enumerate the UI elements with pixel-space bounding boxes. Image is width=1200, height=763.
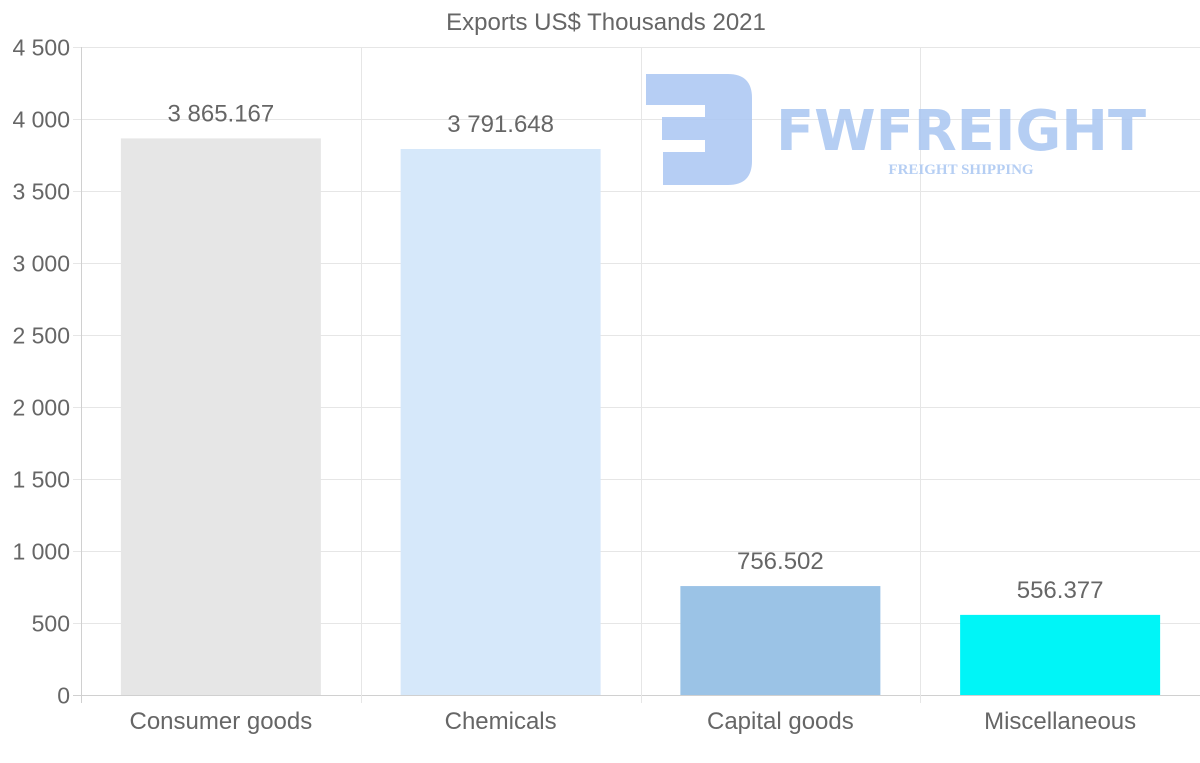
y-tick-label: 2 500: [12, 323, 70, 349]
y-tick-label: 3 000: [12, 251, 70, 277]
y-tick-label: 1 000: [12, 539, 70, 565]
bars: [120, 138, 1161, 695]
y-tick-label: 4 000: [12, 107, 70, 133]
bar: [120, 138, 321, 695]
y-tick-label: 3 500: [12, 179, 70, 205]
y-tick-label: 2 000: [12, 395, 70, 421]
bar: [680, 586, 881, 695]
logo-wordmark: FWFREIGHT: [776, 99, 1146, 164]
data-label: 3 865.167: [167, 100, 274, 127]
x-tick-label: Chemicals: [445, 708, 557, 735]
x-tick-label: Consumer goods: [129, 708, 312, 735]
chart-title: Exports US$ Thousands 2021: [446, 9, 766, 36]
data-label: 3 791.648: [447, 111, 554, 138]
watermark-logo: FWFREIGHT FREIGHT SHIPPING: [646, 74, 1146, 185]
data-label: 756.502: [737, 548, 824, 575]
y-tick-label: 1 500: [12, 467, 70, 493]
bar: [960, 614, 1161, 695]
logo-mark-icon: [646, 74, 752, 185]
labels: 0 500 1 000 1 500 2 000 2 500 3 000 3 500 4 000 4…: [12, 35, 1136, 736]
x-tick-label: Capital goods: [707, 708, 854, 735]
data-label: 556.377: [1017, 577, 1104, 604]
y-tick-label: 0: [57, 683, 70, 709]
y-tick-label: 4 500: [12, 35, 70, 61]
y-tick-label: 500: [32, 611, 70, 637]
x-tick-label: Miscellaneous: [984, 708, 1136, 735]
logo-tagline: FREIGHT SHIPPING: [888, 162, 1033, 178]
bar: [400, 149, 601, 695]
